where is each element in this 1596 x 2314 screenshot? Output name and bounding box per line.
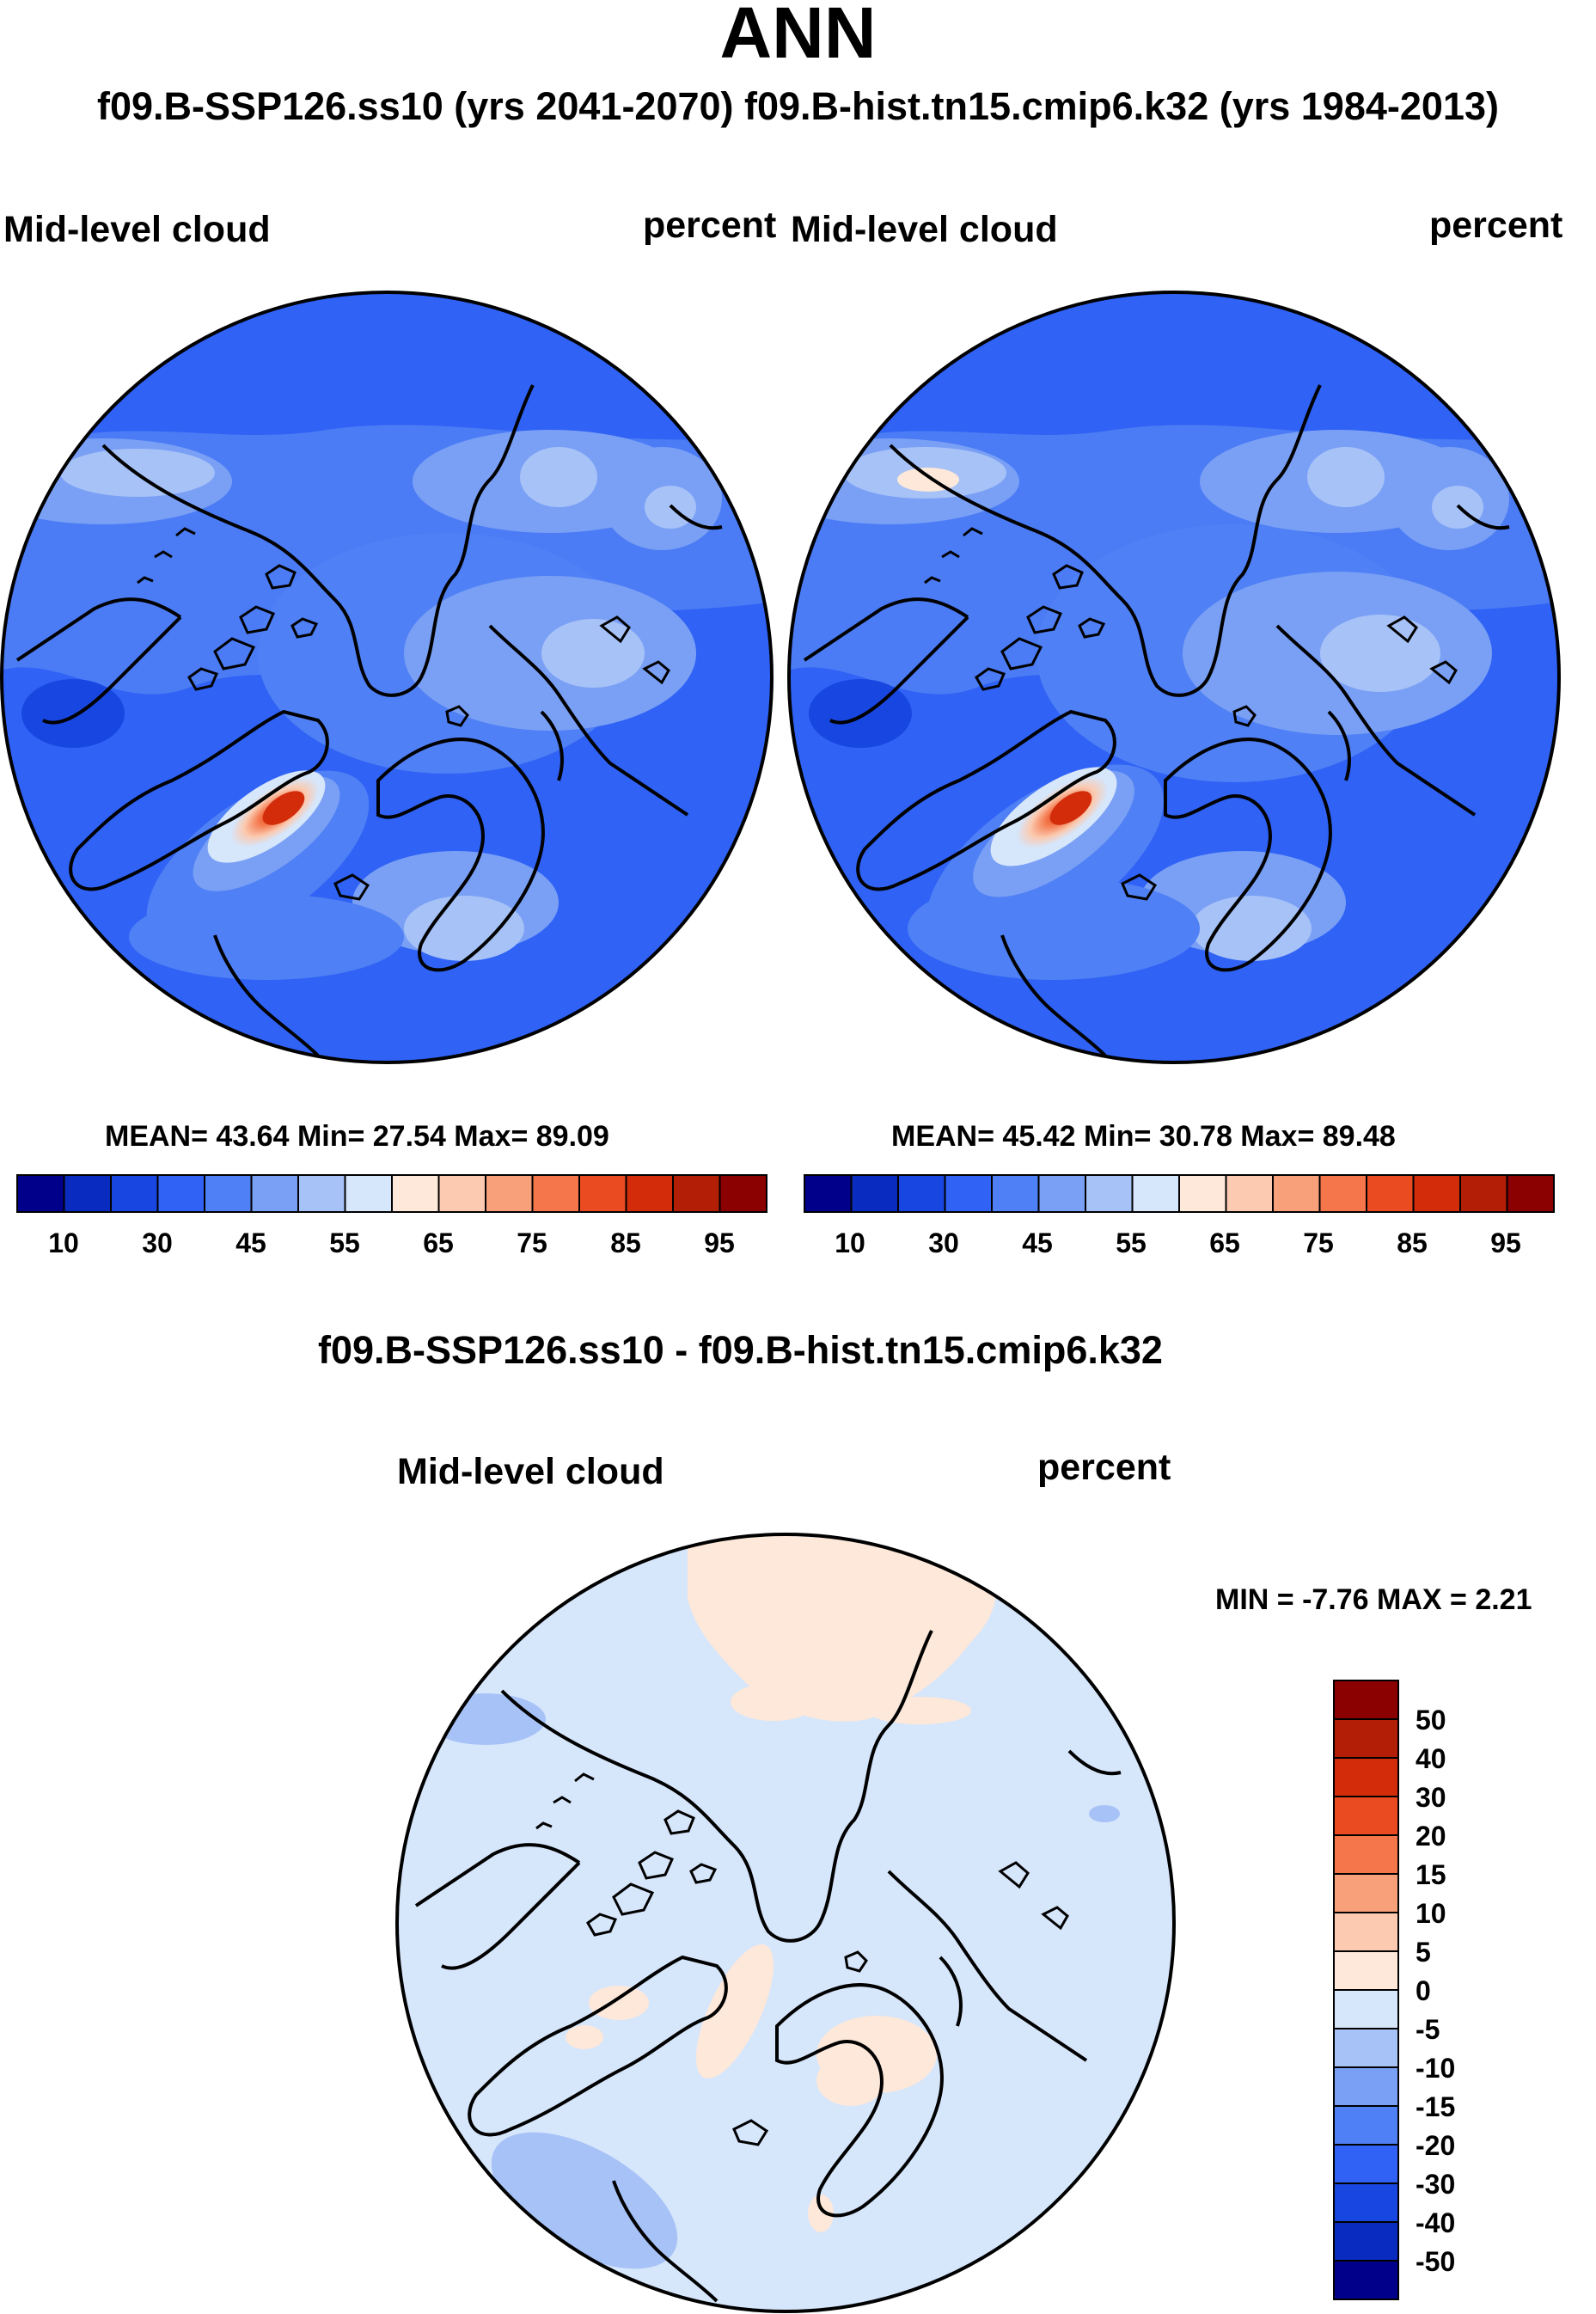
colorbar-swatch <box>1333 2182 1399 2223</box>
colorbar-swatch <box>1506 1174 1555 1213</box>
colorbar-swatch <box>1085 1174 1134 1213</box>
panel2-units-label: percent <box>1429 205 1563 246</box>
colorbar-swatch <box>1333 1950 1399 1991</box>
colorbar-swatch <box>897 1174 946 1213</box>
diff-minmax: MIN = -7.76 MAX = 2.21 <box>1215 1583 1532 1616</box>
colorbar-swatch <box>1225 1174 1274 1213</box>
diff-title: f09.B-SSP126.ss10 - f09.B-hist.tn15.cmip… <box>318 1328 1163 1372</box>
colorbar-swatch <box>16 1174 65 1213</box>
colorbar-swatch <box>1318 1174 1367 1213</box>
cb2-tick: 45 <box>1022 1227 1053 1258</box>
colorbar-swatch <box>1412 1174 1461 1213</box>
colorbar-swatch <box>625 1174 674 1213</box>
cb2-tick: 95 <box>1490 1227 1521 1258</box>
cb3-tick: -15 <box>1416 2091 1456 2122</box>
cb1-tick: 45 <box>235 1227 266 1258</box>
colorbar-swatch <box>63 1174 112 1213</box>
colorbar-swatch <box>1333 1834 1399 1875</box>
colorbar-swatch <box>804 1174 853 1213</box>
cb1-tick: 55 <box>329 1227 360 1258</box>
colorbar-swatch <box>944 1174 993 1213</box>
colorbar-swatch <box>1333 1757 1399 1797</box>
cb1-tick: 85 <box>610 1227 641 1258</box>
cb3-tick: -10 <box>1416 2053 1456 2084</box>
panel1-units-label: percent <box>643 205 777 246</box>
colorbar-swatch <box>1333 2260 1399 2300</box>
colorbar-swatch <box>578 1174 627 1213</box>
panel2-variable-label: Mid-level cloud <box>791 209 1058 250</box>
cb3-tick: -20 <box>1416 2130 1456 2161</box>
panel2-map <box>789 292 1559 1062</box>
cb1-tick: 30 <box>142 1227 173 1258</box>
colorbar-swatch <box>250 1174 299 1213</box>
colorbar-swatch <box>204 1174 253 1213</box>
colorbar-swatch <box>531 1174 580 1213</box>
cb1-tick: 95 <box>704 1227 735 1258</box>
colorbar-swatch <box>1333 1680 1399 1720</box>
colorbar-swatch <box>297 1174 346 1213</box>
cb1-tick: 75 <box>517 1227 547 1258</box>
cb3-tick: 15 <box>1416 1859 1446 1890</box>
colorbar-swatch <box>1333 1796 1399 1836</box>
colorbar-swatch <box>1131 1174 1180 1213</box>
colorbar-swatch <box>1333 1989 1399 2029</box>
cb2-tick: 10 <box>835 1227 865 1258</box>
diff-colorbar <box>1333 1680 1399 2300</box>
cb2-tick: 30 <box>928 1227 959 1258</box>
colorbar-swatch <box>344 1174 393 1213</box>
figure-title: ANN <box>719 0 877 73</box>
colorbar-swatch <box>485 1174 534 1213</box>
colorbar-swatch <box>850 1174 899 1213</box>
cb2-tick: 75 <box>1303 1227 1334 1258</box>
cb3-tick: 0 <box>1416 1975 1431 2006</box>
colorbar-swatch <box>391 1174 440 1213</box>
diff-variable-label: Mid-level cloud <box>397 1451 664 1492</box>
figure-subtitle: f09.B-SSP126.ss10 (yrs 2041-2070) f09.B-… <box>97 84 1499 128</box>
colorbar-swatch <box>1333 2221 1399 2262</box>
diff-units-label: percent <box>1037 1447 1171 1488</box>
panel1-stats: MEAN= 43.64 Min= 27.54 Max= 89.09 <box>105 1120 609 1153</box>
colorbar-swatch <box>1333 1912 1399 1952</box>
colorbar-swatch <box>1333 2028 1399 2068</box>
colorbar-swatch <box>110 1174 159 1213</box>
colorbar-swatch <box>1333 2144 1399 2184</box>
panel1-variable-label: Mid-level cloud <box>3 209 271 250</box>
panel2-stats: MEAN= 45.42 Min= 30.78 Max= 89.48 <box>891 1120 1396 1153</box>
panel2-colorbar <box>804 1174 1555 1213</box>
cb3-tick: 5 <box>1416 1937 1431 1968</box>
cb3-tick: 20 <box>1416 1821 1446 1852</box>
colorbar-swatch <box>991 1174 1040 1213</box>
cb1-tick: 65 <box>423 1227 454 1258</box>
cb3-tick: 10 <box>1416 1898 1446 1929</box>
colorbar-swatch <box>1366 1174 1415 1213</box>
colorbar-swatch <box>1333 2066 1399 2107</box>
panel1-colorbar <box>16 1174 767 1213</box>
colorbar-swatch <box>1333 1718 1399 1759</box>
colorbar-swatch <box>1333 1873 1399 1913</box>
colorbar-swatch <box>1333 2105 1399 2146</box>
colorbar-swatch <box>1272 1174 1321 1213</box>
colorbar-swatch <box>1459 1174 1508 1213</box>
cb2-tick: 65 <box>1209 1227 1240 1258</box>
cb3-tick: -50 <box>1416 2246 1456 2277</box>
cb3-tick: 30 <box>1416 1782 1446 1813</box>
cb2-tick: 55 <box>1116 1227 1147 1258</box>
cb3-tick: 40 <box>1416 1743 1446 1774</box>
colorbar-swatch <box>156 1174 205 1213</box>
colorbar-swatch <box>719 1174 767 1213</box>
cb3-tick: -40 <box>1416 2207 1456 2238</box>
diff-map <box>397 1534 1174 2311</box>
colorbar-swatch <box>1037 1174 1086 1213</box>
colorbar-swatch <box>437 1174 486 1213</box>
cb1-tick: 10 <box>48 1227 79 1258</box>
cb2-tick: 85 <box>1397 1227 1428 1258</box>
cb3-tick: 50 <box>1416 1705 1446 1736</box>
panel1-map <box>2 292 772 1062</box>
colorbar-swatch <box>1178 1174 1227 1213</box>
cb3-tick: -5 <box>1416 2014 1440 2045</box>
colorbar-swatch <box>672 1174 721 1213</box>
cb3-tick: -30 <box>1416 2169 1456 2200</box>
